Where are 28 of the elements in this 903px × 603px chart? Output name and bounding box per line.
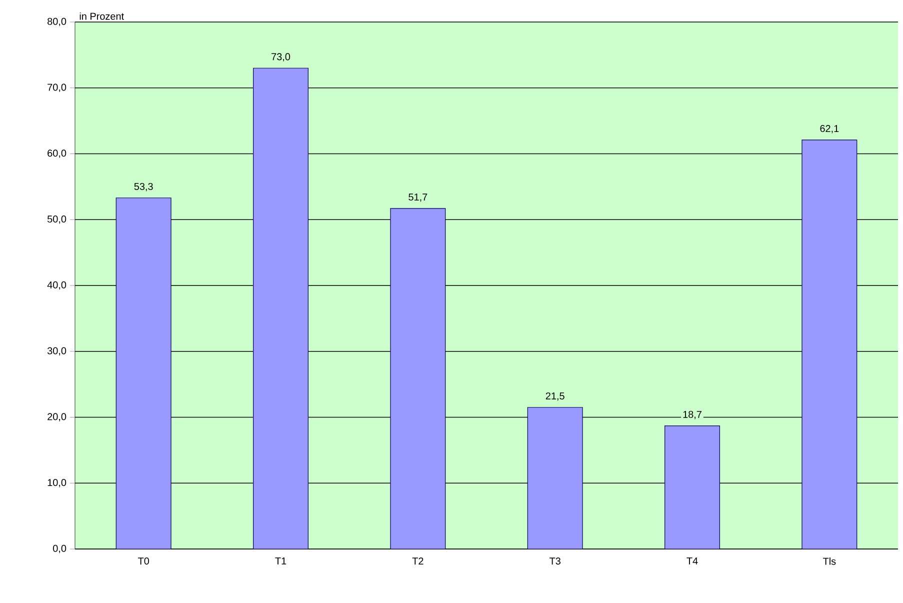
x-tick-label: T2 <box>412 558 424 564</box>
y-axis-title: in Prozent <box>80 12 124 20</box>
bar <box>802 140 858 549</box>
bar <box>390 208 446 549</box>
y-tick-label: 60,0 <box>48 150 66 158</box>
data-label: 21,5 <box>546 392 564 401</box>
data-label: 62,1 <box>820 124 839 134</box>
y-tick-label: 70,0 <box>48 84 66 92</box>
bar <box>116 198 172 549</box>
bar <box>527 407 583 549</box>
data-label: 73,0 <box>272 53 290 62</box>
bar <box>664 426 720 549</box>
y-tick-label: 80,0 <box>48 18 66 26</box>
x-tick-label: T0 <box>138 558 150 565</box>
x-tick-label: T4 <box>686 558 698 564</box>
y-tick-label: 40,0 <box>47 281 66 290</box>
y-tick-label: 10,0 <box>48 479 66 488</box>
y-tick-label: 50,0 <box>47 216 66 224</box>
x-tick-label: T3 <box>549 558 560 565</box>
y-tick-label: 20,0 <box>48 413 66 422</box>
data-label: 18,7 <box>683 410 702 420</box>
data-label: 51,7 <box>408 194 428 202</box>
bar <box>253 68 308 549</box>
data-label: 53,3 <box>134 182 153 192</box>
x-tick-label: Tls <box>823 558 836 565</box>
y-tick-label: 0,0 <box>53 544 66 554</box>
y-tick-label: 30,0 <box>47 347 66 356</box>
x-tick-label: T1 <box>275 558 286 564</box>
